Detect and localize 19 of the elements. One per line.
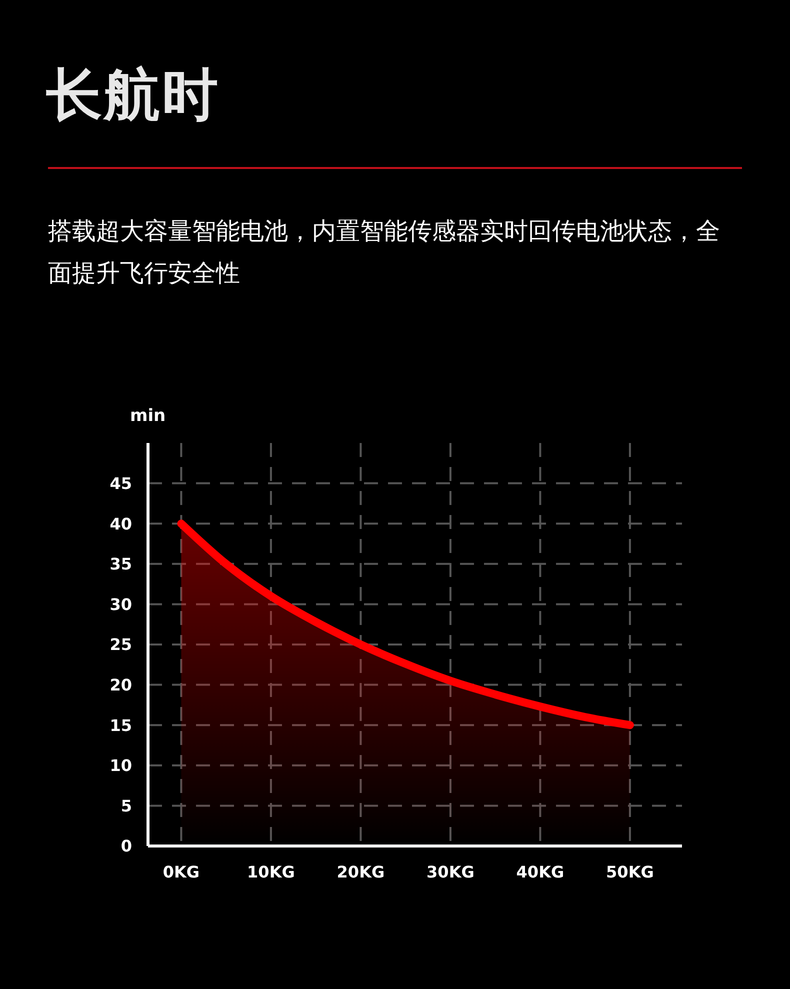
x-tick-label: 50KG <box>606 862 654 882</box>
x-tick-label: 30KG <box>426 862 474 882</box>
y-tick-label: 10 <box>110 756 132 776</box>
y-tick-label: 25 <box>110 635 132 654</box>
y-tick-label: 35 <box>110 554 132 574</box>
y-tick-label: 15 <box>110 716 132 735</box>
x-tick-label: 0KG <box>162 862 200 882</box>
y-tick-label: 40 <box>110 514 132 534</box>
x-tick-label: 40KG <box>516 862 564 882</box>
y-tick-label: 30 <box>110 594 132 614</box>
y-axis-title: min <box>130 406 166 426</box>
x-tick-label: 10KG <box>247 862 295 882</box>
x-tick-label: 20KG <box>336 862 385 882</box>
chart-subtitle: 搭载超大容量智能电池，内置智能传感器实时回传电池状态，全面提升飞行安全性 <box>48 216 721 289</box>
y-tick-label: 20 <box>110 675 132 694</box>
y-tick-label: 5 <box>120 796 132 816</box>
y-tick-label: 45 <box>110 474 132 493</box>
y-tick-label: 0 <box>120 836 132 856</box>
chart-title: 长航时 <box>46 62 220 130</box>
